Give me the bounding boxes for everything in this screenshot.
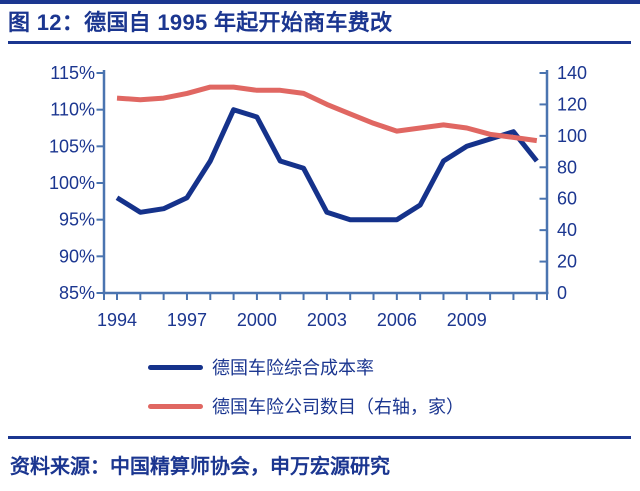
figure-title: 图 12：德国自 1995 年起开始商车费改: [8, 10, 393, 35]
legend-label-company-count: 德国车险公司数目（右轴，家）: [212, 397, 464, 417]
title-underline: [8, 41, 631, 44]
x-axis-tick-label: 2000: [237, 310, 277, 330]
left-axis-tick-label: 95%: [59, 210, 95, 230]
left-axis-tick-label: 105%: [49, 136, 95, 156]
chart-legend: 德国车险综合成本率 德国车险公司数目（右轴，家）: [148, 353, 464, 431]
x-axis: 1994 1997 2000 2003 2006 2009: [97, 291, 549, 330]
legend-line-swatch-red: [148, 403, 203, 409]
footer-divider: [8, 436, 631, 439]
x-axis-tick-label: 2006: [377, 310, 417, 330]
right-axis-tick-label: 100: [557, 126, 587, 146]
right-axis-tick-label: 0: [557, 283, 567, 303]
legend-item-combined-ratio: 德国车险综合成本率: [148, 353, 464, 381]
series-line-company-count: [116, 84, 538, 144]
left-axis-tick-label: 85%: [59, 283, 95, 303]
x-axis-tick-label: 2003: [307, 310, 347, 330]
left-axis-tick-label: 100%: [49, 173, 95, 193]
x-axis-tick-label: 1997: [167, 310, 207, 330]
left-axis-tick-label: 110%: [50, 100, 95, 120]
right-axis-tick-label: 60: [557, 189, 577, 209]
series-line-combined-ratio: [115, 107, 539, 223]
right-axis-tick-label: 120: [557, 94, 587, 114]
right-axis: 0 20 40 60 80 100 120 140: [539, 63, 587, 303]
x-axis-tick-label: 1994: [97, 310, 137, 330]
legend-item-company-count: 德国车险公司数目（右轴，家）: [148, 392, 464, 420]
right-axis-tick-label: 80: [557, 157, 577, 177]
legend-line-swatch-blue: [148, 364, 203, 370]
right-axis-tick-label: 140: [557, 63, 587, 83]
right-axis-tick-label: 20: [557, 252, 577, 272]
right-axis-tick-label: 40: [557, 220, 577, 240]
legend-label-combined-ratio: 德国车险综合成本率: [212, 358, 374, 378]
top-accent-bar: [0, 0, 640, 4]
dual-axis-line-chart: 1994 1997 2000 2003 2006 2009 85% 90% 95% 100% 105…: [49, 63, 587, 330]
left-axis-tick-label: 90%: [59, 246, 95, 266]
source-note: 资料来源：中国精算师协会，申万宏源研究: [10, 456, 390, 478]
left-axis: 85% 90% 95% 100% 105% 110% 115%: [49, 63, 106, 303]
left-axis-tick-label: 115%: [50, 63, 95, 83]
x-axis-tick-label: 2009: [447, 310, 487, 330]
